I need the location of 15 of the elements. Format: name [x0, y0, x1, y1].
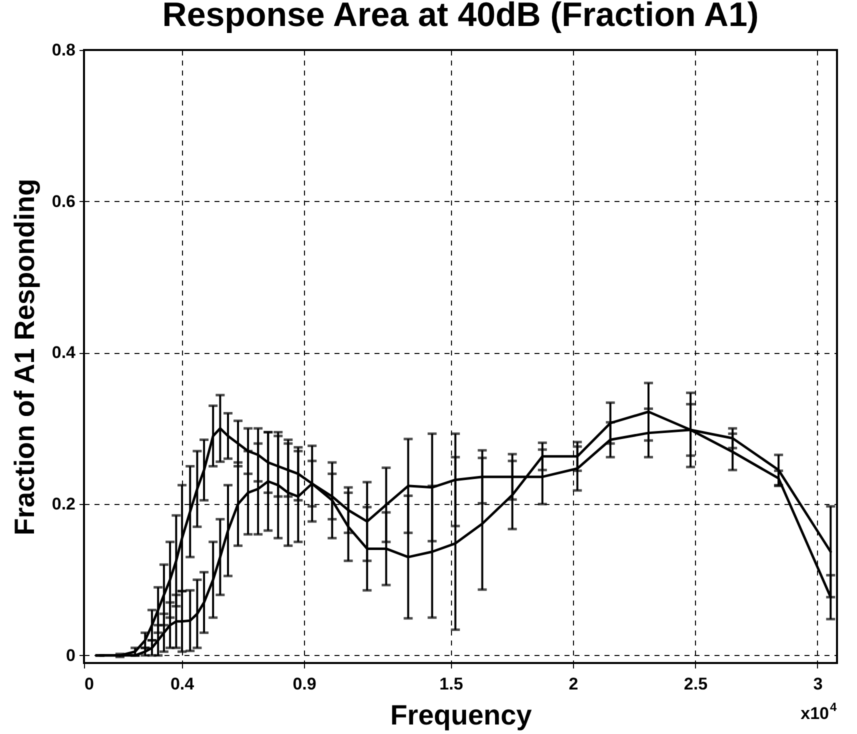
y-tick-label: 0.2 [52, 494, 76, 514]
x-tick-label: 1.5 [439, 674, 464, 694]
x-tick-label: 2.5 [684, 674, 708, 694]
y-tick-label: 0 [66, 646, 76, 665]
y-tick-label: 0.4 [52, 343, 76, 362]
x-tick-label: 2 [568, 674, 578, 694]
y-axis-title: Fraction of A1 Responding [8, 178, 40, 536]
y-tick-label: 0.8 [52, 40, 76, 60]
x-tick-label: 0.4 [170, 674, 195, 694]
x-tick-label: 0 [84, 674, 94, 694]
x-tick-label: 0.9 [292, 674, 316, 694]
y-tick-label: 0.6 [52, 192, 76, 211]
x-axis-title: Frequency [390, 700, 532, 730]
chart-title: Response Area at 40dB (Fraction A1) [162, 0, 759, 34]
x-tick-label: 3 [813, 674, 823, 694]
